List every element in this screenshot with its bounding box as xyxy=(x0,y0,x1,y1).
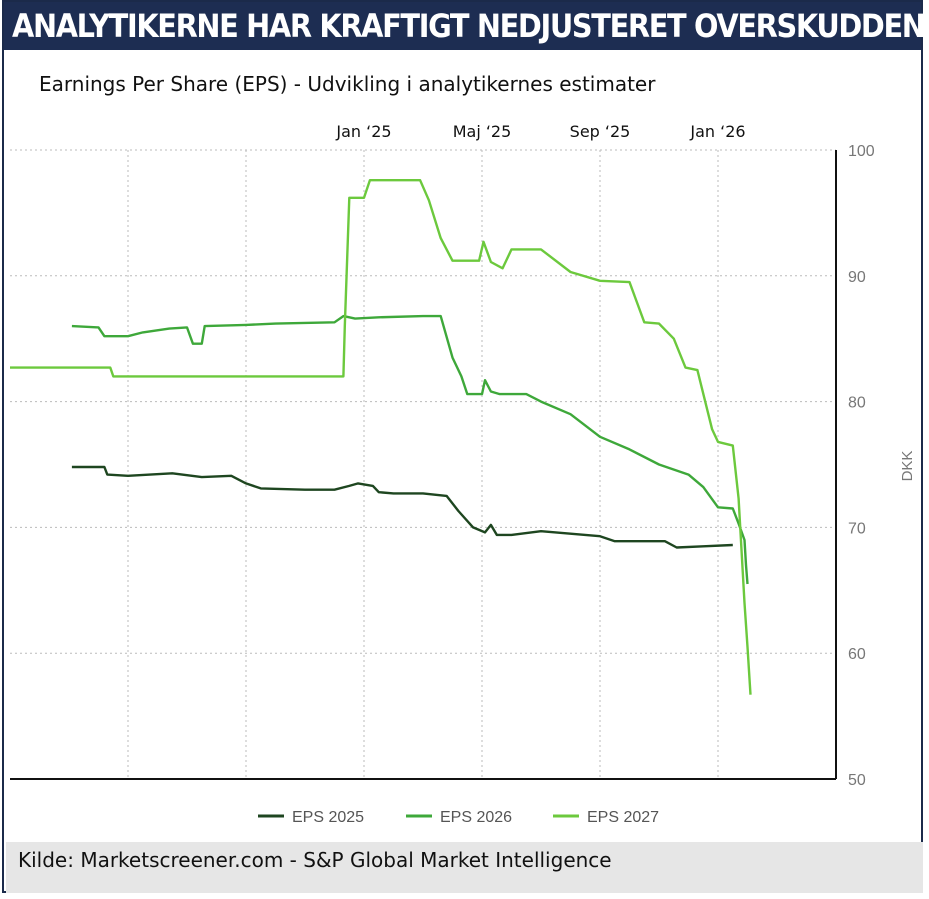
y-tick-label: 100 xyxy=(848,143,875,160)
x-tick-label: Jan ‘26 xyxy=(689,122,745,141)
x-tick-label: Maj ‘25 xyxy=(453,122,512,141)
y-tick-label: 50 xyxy=(848,772,866,789)
y-tick-label: 60 xyxy=(848,646,866,663)
y-tick-label: 90 xyxy=(848,269,866,286)
x-tick-label: Sep ‘25 xyxy=(570,122,631,141)
source-footer: Kilde: Marketscreener.com - S&P Global M… xyxy=(6,842,923,893)
y-axis-label: DKK xyxy=(899,451,916,482)
y-tick-label: 70 xyxy=(848,520,866,537)
x-tick-label: Jan ‘25 xyxy=(335,122,391,141)
series-line xyxy=(71,465,733,549)
legend-label: EPS 2025 xyxy=(292,809,364,826)
header-banner: ANALYTIKERNE HAR KRAFTIGT NEDJUSTERET OV… xyxy=(4,2,929,50)
series-line xyxy=(10,179,752,695)
chart-subtitle: Earnings Per Share (EPS) - Udvikling i a… xyxy=(39,72,656,96)
series-line xyxy=(71,314,749,585)
y-tick-label: 80 xyxy=(848,395,866,412)
page-title: ANALYTIKERNE HAR KRAFTIGT NEDJUSTERET OV… xyxy=(12,7,929,45)
legend-label: EPS 2027 xyxy=(587,809,659,826)
source-text: Kilde: Marketscreener.com - S&P Global M… xyxy=(18,848,612,872)
legend-label: EPS 2026 xyxy=(440,809,512,826)
